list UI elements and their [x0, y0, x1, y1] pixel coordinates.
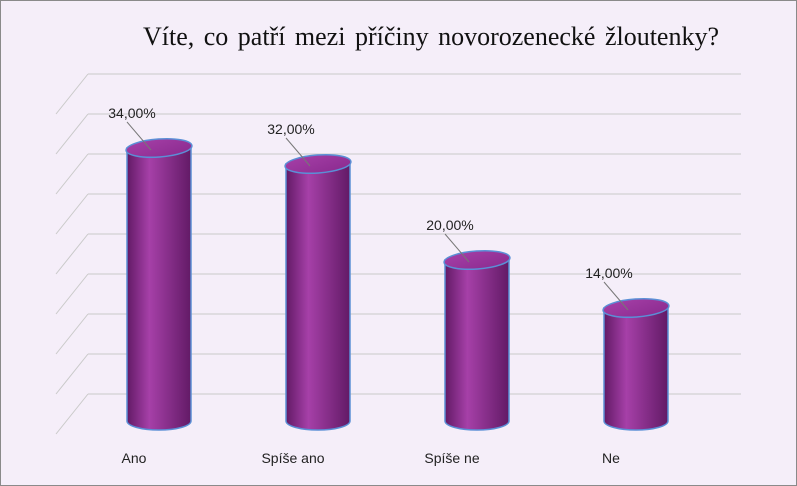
- bar-top-Ne: [602, 297, 670, 319]
- bar-Ano: [126, 147, 192, 431]
- gridline-depth: [55, 153, 89, 195]
- category-label: Spíše ano: [261, 450, 324, 466]
- data-label-leader: [444, 233, 470, 263]
- bar-Spíše ne: [444, 259, 510, 431]
- gridline-depth: [55, 193, 89, 235]
- data-label: 34,00%: [108, 105, 155, 121]
- data-label-leader: [603, 281, 629, 311]
- chart-title: Víte, co patří mezi příčiny novorozeneck…: [142, 22, 720, 51]
- category-label: Spíše ne: [424, 450, 479, 466]
- gridline-depth: [55, 233, 89, 275]
- category-label: Ano: [122, 450, 147, 466]
- data-label: 20,00%: [426, 217, 473, 233]
- data-label-leader: [126, 121, 152, 151]
- gridline-depth: [55, 313, 89, 355]
- bar-top-Spíše ne: [443, 249, 511, 271]
- data-label: 32,00%: [267, 121, 314, 137]
- gridline-depth: [55, 273, 89, 315]
- data-label-leader: [285, 137, 311, 167]
- bar-top-Ano: [125, 137, 193, 159]
- gridline-depth: [55, 393, 89, 435]
- category-label: Ne: [602, 450, 620, 466]
- data-label: 14,00%: [585, 265, 632, 281]
- bar-top-Spíše ano: [284, 153, 352, 175]
- bar-Ne: [603, 307, 669, 431]
- gridline-depth: [55, 353, 89, 395]
- gridline-depth: [55, 113, 89, 155]
- gridline-depth: [55, 73, 89, 115]
- bar-Spíše ano: [285, 163, 351, 431]
